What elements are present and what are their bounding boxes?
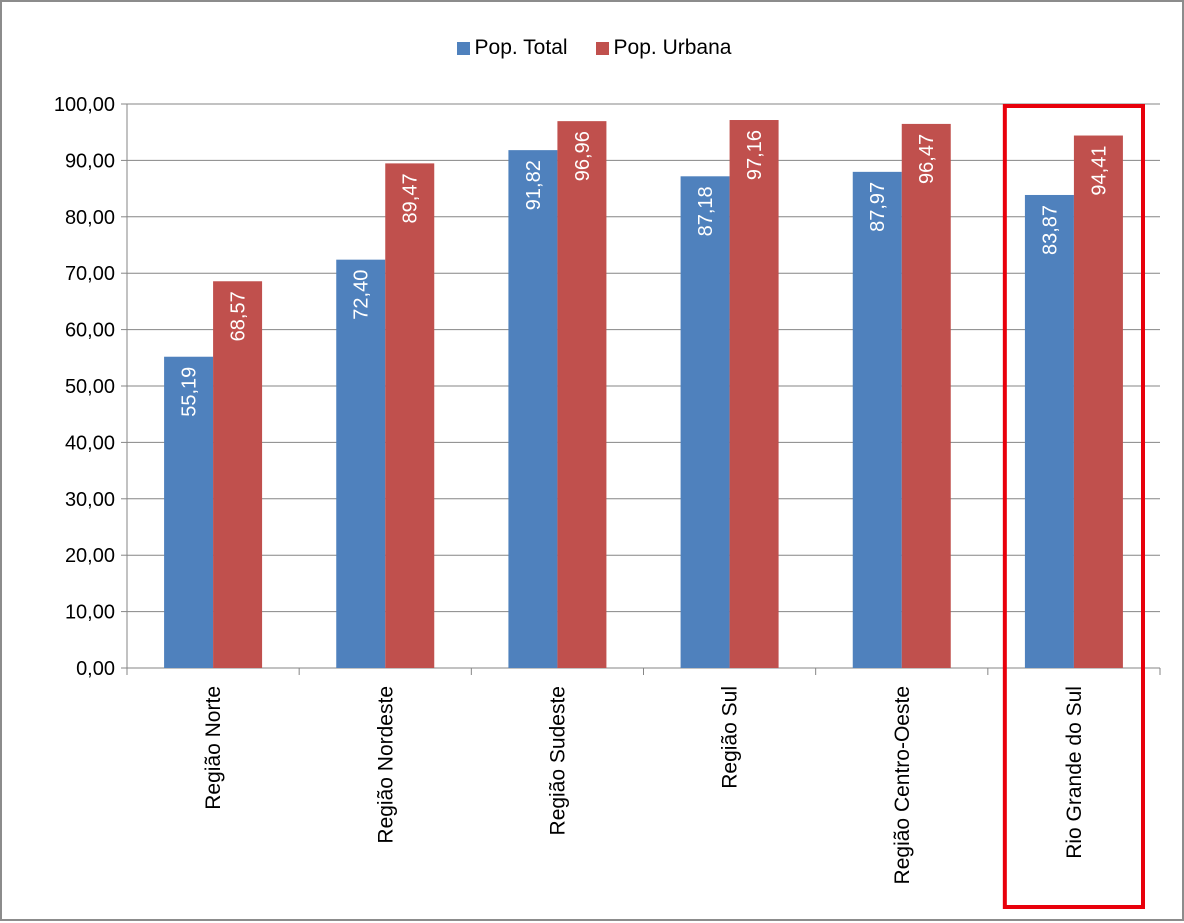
- bar: [901, 123, 951, 669]
- data-label: 83,87: [1039, 205, 1061, 255]
- data-label: 96,96: [572, 131, 594, 181]
- legend-item-pop-urbana: Pop. Urbana: [595, 36, 732, 60]
- y-tick-label: 30,00: [65, 489, 115, 511]
- bar: [729, 120, 779, 669]
- legend-swatch-pop-urbana: [595, 41, 609, 55]
- legend-item-pop-total: Pop. Total: [456, 36, 568, 60]
- y-tick-label: 60,00: [65, 320, 115, 342]
- y-tick-label: 90,00: [65, 150, 115, 172]
- bar: [385, 163, 435, 668]
- y-tick-label: 100,00: [54, 94, 115, 116]
- y-tick-label: 20,00: [65, 545, 115, 567]
- x-tick-label: Região Sudeste: [546, 686, 569, 835]
- bar: [1073, 135, 1123, 669]
- highlight-box: [1002, 104, 1145, 909]
- bar: [213, 281, 263, 668]
- bar: [557, 121, 607, 668]
- x-tick-label: Região Norte: [202, 686, 225, 810]
- y-tick-label: 40,00: [65, 432, 115, 454]
- data-label: 89,47: [400, 173, 422, 223]
- data-label: 55,19: [179, 367, 201, 417]
- data-label: 72,40: [351, 270, 373, 320]
- data-label: 91,82: [523, 160, 545, 210]
- legend-swatch-pop-total: [456, 41, 470, 55]
- data-label: 94,41: [1088, 146, 1110, 196]
- legend-label-pop-total: Pop. Total: [474, 36, 568, 59]
- y-tick-label: 0,00: [76, 658, 115, 680]
- y-tick-label: 50,00: [65, 376, 115, 398]
- y-tick-label: 10,00: [65, 602, 115, 624]
- data-label: 68,57: [228, 291, 250, 341]
- y-tick-label: 70,00: [65, 263, 115, 285]
- bar: [164, 356, 214, 668]
- bar: [680, 176, 730, 668]
- bar: [1024, 194, 1074, 668]
- bar: [336, 259, 386, 668]
- x-tick-label: Rio Grande do Sul: [1063, 686, 1086, 859]
- y-tick-label: 80,00: [65, 207, 115, 229]
- data-label: 97,16: [744, 130, 766, 180]
- x-tick-label: Região Centro-Oeste: [891, 686, 914, 884]
- legend-label-pop-urbana: Pop. Urbana: [613, 36, 732, 59]
- bar: [852, 171, 902, 669]
- data-label: 87,97: [867, 182, 889, 232]
- data-label: 96,47: [916, 134, 938, 184]
- legend: Pop. Total Pop. Urbana: [2, 36, 1184, 60]
- x-tick-label: Região Sul: [719, 686, 742, 789]
- bar: [508, 150, 558, 668]
- data-label: 87,18: [695, 186, 717, 236]
- x-tick-label: Região Nordeste: [374, 686, 397, 844]
